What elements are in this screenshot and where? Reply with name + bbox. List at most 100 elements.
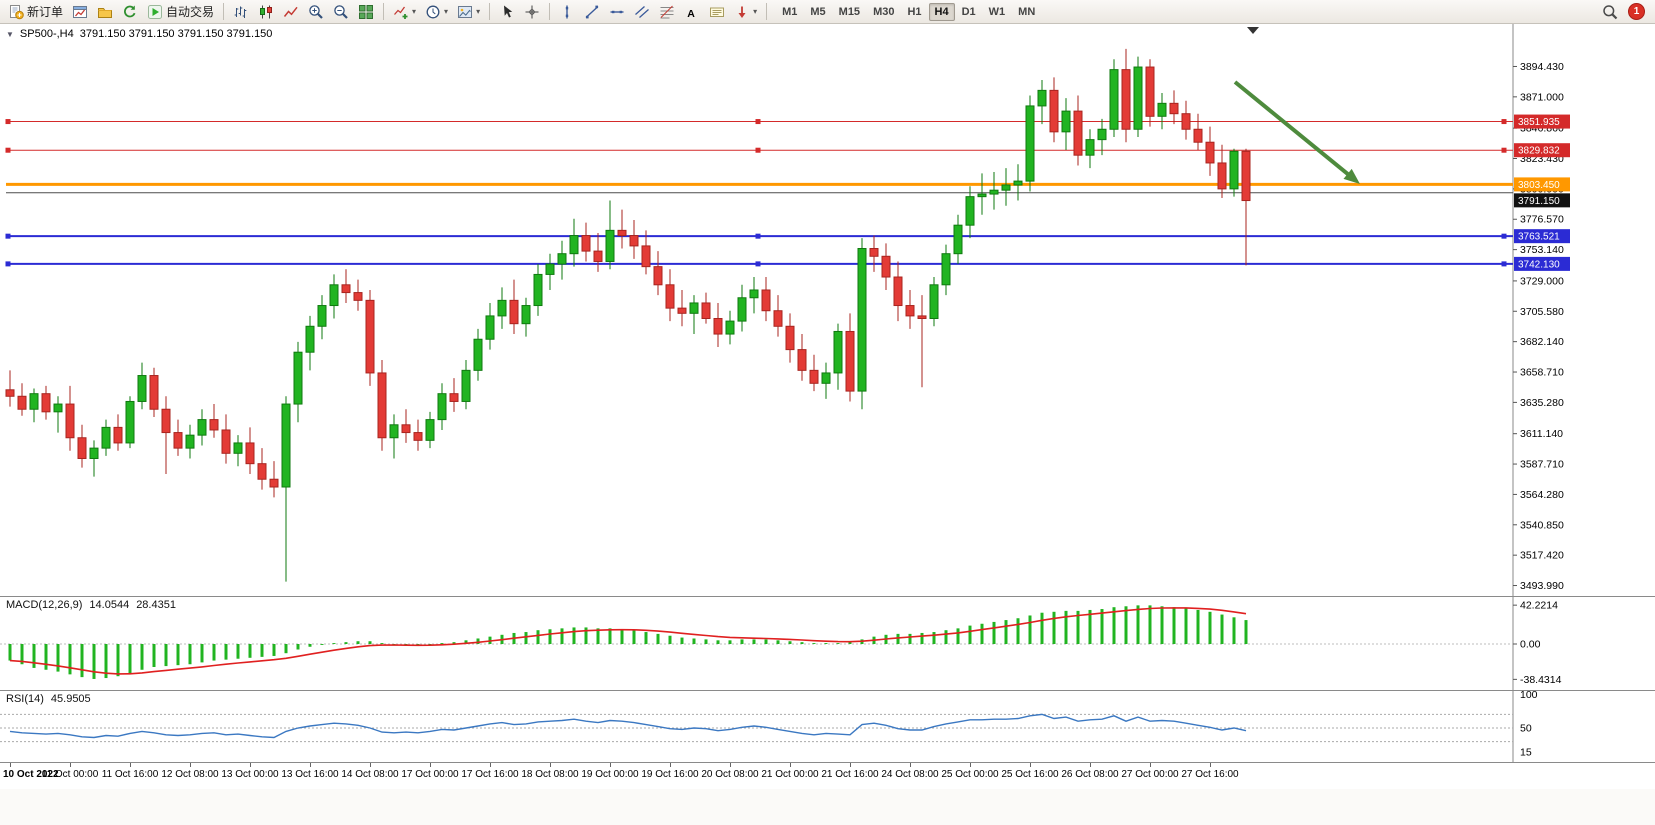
line-handle[interactable] [5, 119, 11, 125]
timeframe-button-h4[interactable]: H4 [928, 2, 955, 21]
channel-button[interactable] [630, 2, 654, 22]
time-axis-label: 27 Oct 16:00 [1181, 769, 1239, 780]
dropdown-caret-icon[interactable]: ▾ [412, 6, 417, 16]
trendline-button[interactable] [580, 2, 604, 22]
timeframe-button-w1[interactable]: W1 [983, 3, 1012, 21]
timeframe-button-m5[interactable]: M5 [804, 3, 831, 21]
dropdown-caret-icon[interactable]: ▾ [753, 6, 758, 16]
new-order-button[interactable]: 新订单 [4, 2, 67, 22]
chart-window: 3894.4303871.0003846.8603823.4303800.000… [0, 24, 1655, 825]
toolbar-separator [383, 3, 385, 20]
cursor-button[interactable] [495, 2, 519, 22]
bar-chart-button[interactable] [229, 2, 253, 22]
label-button[interactable] [705, 2, 729, 22]
time-axis-tick [610, 763, 611, 767]
notification-badge[interactable]: 1 [1628, 3, 1645, 20]
new-order-icon [8, 4, 24, 20]
svg-text:A: A [687, 8, 695, 20]
bull-candle [1109, 69, 1119, 130]
bull-candle [197, 419, 207, 436]
auto-trading-button[interactable]: 自动交易 [143, 2, 218, 22]
indicators-button[interactable]: ▾ [389, 2, 420, 22]
vertical-line-button[interactable] [555, 2, 579, 22]
line-chart-button[interactable] [279, 2, 303, 22]
macd-value-signal: 28.4351 [136, 599, 176, 611]
line-handle[interactable] [5, 233, 11, 239]
timeframe-button-d1[interactable]: D1 [956, 3, 982, 21]
bear-candle [221, 429, 231, 454]
autotrade-icon [147, 4, 163, 20]
current-price-label: 3791.150 [1518, 196, 1560, 207]
bull-candle [725, 320, 735, 335]
bear-candle [581, 235, 591, 252]
shapes-button[interactable]: ▾ [730, 2, 761, 22]
fibonacci-button[interactable] [655, 2, 679, 22]
line-handle[interactable] [5, 147, 11, 153]
line-handle[interactable] [5, 261, 11, 267]
tile-windows-button[interactable] [354, 2, 378, 22]
bear-candle [209, 419, 219, 431]
price-axis-label: 3493.990 [1520, 580, 1564, 592]
trend-arrow-head[interactable] [1343, 168, 1360, 184]
bull-candle [53, 403, 63, 413]
bull-candle [737, 297, 747, 322]
price-axis-label: 3540.850 [1520, 519, 1564, 531]
refresh-button[interactable] [118, 2, 142, 22]
periods-button[interactable]: ▾ [421, 2, 452, 22]
rsi-indicator-panel[interactable]: 100 50 15 RSI(14) 45.9505 [0, 690, 1655, 762]
line-handle[interactable] [755, 261, 761, 267]
profiles-button[interactable] [93, 2, 117, 22]
zoom-out-button[interactable] [329, 2, 353, 22]
line-handle[interactable] [1501, 119, 1507, 125]
bull-candle [473, 338, 483, 371]
candle-chart-button[interactable] [254, 2, 278, 22]
bull-candle [485, 315, 495, 340]
trend-arrow-object[interactable] [1233, 80, 1354, 180]
price-axis-label: 3587.710 [1520, 459, 1564, 471]
text-button[interactable]: A [680, 2, 704, 22]
symbol-info-bar[interactable]: ▼ SP500-,H4 3791.150 3791.150 3791.150 3… [6, 28, 272, 40]
bear-candle [701, 302, 711, 319]
line-handle[interactable] [1501, 261, 1507, 267]
top-toolbar: 新订单 自动交易 ▾ ▾ ▾ A ▾ M1 M5 M15 M30 H1 H4 D1 W1 MN 1 [0, 0, 1655, 24]
line-handle[interactable] [755, 119, 761, 125]
timeframe-button-m1[interactable]: M1 [776, 3, 803, 21]
bear-candle [353, 292, 363, 301]
time-axis-tick [670, 763, 671, 767]
timeframe-button-mn[interactable]: MN [1012, 3, 1041, 21]
line-handle[interactable] [1501, 233, 1507, 239]
timeframe-button-m30[interactable]: M30 [867, 3, 900, 21]
bear-candle [653, 266, 663, 286]
main-chart-panel[interactable]: 3894.4303871.0003846.8603823.4303800.000… [0, 24, 1655, 596]
auto-trading-button-label: 自动交易 [166, 5, 215, 19]
time-axis-tick [370, 763, 371, 767]
timeframe-button-m15[interactable]: M15 [833, 3, 866, 21]
bear-candle [677, 307, 687, 314]
dropdown-caret-icon[interactable]: ▾ [444, 6, 449, 16]
crosshair-button[interactable] [520, 2, 544, 22]
zoom-in-icon [308, 4, 324, 20]
horizontal-line-button[interactable] [605, 2, 629, 22]
line-handle[interactable] [755, 233, 761, 239]
bull-candle [425, 419, 435, 441]
open-chart-button[interactable] [68, 2, 92, 22]
templates-button[interactable]: ▾ [453, 2, 484, 22]
bull-candle [929, 284, 939, 320]
bear-candle [1181, 113, 1191, 130]
time-axis-label: 25 Oct 16:00 [1001, 769, 1059, 780]
bear-candle [113, 426, 123, 444]
rsi-scale-label: 15 [1520, 746, 1532, 758]
bear-candle [449, 393, 459, 402]
zoom-in-button[interactable] [304, 2, 328, 22]
collapse-chevron-icon[interactable]: ▼ [6, 29, 14, 39]
timeframe-button-h1[interactable]: H1 [901, 3, 927, 21]
hline-price-tag [1514, 114, 1570, 129]
macd-indicator-panel[interactable]: 42.2214 0.00 -38.4314 MACD(12,26,9) 14.054… [0, 596, 1655, 690]
search-icon[interactable] [1602, 4, 1618, 20]
trendline-icon [584, 4, 600, 20]
dropdown-caret-icon[interactable]: ▾ [476, 6, 481, 16]
line-handle[interactable] [755, 147, 761, 153]
time-axis[interactable]: 10 Oct 2022 11 Oct 00:00 11 Oct 16:00 12 Oc… [0, 762, 1655, 789]
line-handle[interactable] [1501, 147, 1507, 153]
bear-candle [1205, 141, 1215, 164]
